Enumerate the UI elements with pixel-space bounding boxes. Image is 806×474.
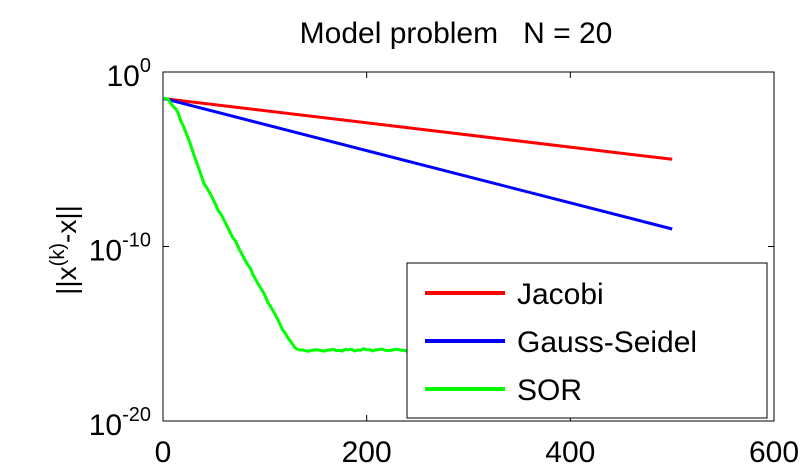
y-tick-label: 10-10 — [89, 230, 151, 268]
legend: Jacobi Gauss-Seidel SOR — [406, 262, 768, 419]
y-axis-label: ||x(k)-x|| — [47, 205, 82, 295]
chart-title: Model problem N = 20 — [300, 17, 613, 50]
x-tick-label: 600 — [749, 436, 799, 469]
y-tick-label-base: 10 — [89, 409, 122, 442]
series-line-gauss-seidel — [163, 97, 673, 231]
y-tick-label: 10-20 — [89, 404, 151, 442]
y-axis-label-rest: -x|| — [51, 205, 82, 243]
y-tick-label-base: 10 — [89, 235, 122, 268]
series-line-jacobi — [163, 97, 673, 161]
legend-label: Jacobi — [517, 278, 604, 311]
y-tick-label-exponent: 0 — [140, 55, 151, 77]
y-axis-label-base: ||x — [51, 266, 82, 295]
y-tick-label-exponent: -10 — [122, 230, 151, 252]
y-tick-label-exponent: -20 — [122, 404, 151, 426]
y-tick-label-base: 10 — [107, 60, 140, 93]
y-axis-label-superscript: (k) — [47, 243, 69, 266]
legend-label: Gauss-Seidel — [517, 326, 697, 359]
x-tick-label: 400 — [545, 436, 595, 469]
x-tick-label: 200 — [342, 436, 392, 469]
x-tick-label: 0 — [155, 436, 172, 469]
legend-label: SOR — [517, 374, 582, 407]
y-tick-label: 100 — [107, 55, 152, 93]
